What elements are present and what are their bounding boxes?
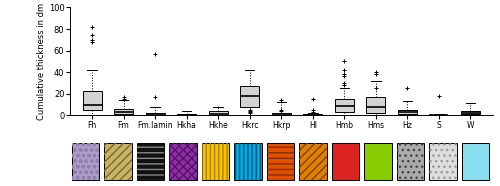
Bar — [72, 143, 99, 180]
Bar — [234, 143, 262, 180]
PathPatch shape — [177, 114, 196, 115]
Bar — [104, 143, 132, 180]
PathPatch shape — [398, 110, 417, 114]
PathPatch shape — [208, 111, 228, 115]
Bar — [72, 143, 99, 180]
PathPatch shape — [461, 111, 480, 114]
PathPatch shape — [335, 99, 354, 112]
PathPatch shape — [146, 113, 165, 115]
Bar — [299, 143, 327, 180]
Bar — [266, 143, 294, 180]
Bar — [136, 143, 164, 180]
Bar — [104, 143, 132, 180]
Bar — [462, 143, 489, 180]
Bar — [396, 143, 424, 180]
Y-axis label: Cumulative thickness in dm: Cumulative thickness in dm — [37, 3, 46, 120]
PathPatch shape — [304, 114, 322, 115]
Bar — [266, 143, 294, 180]
Bar — [429, 143, 457, 180]
Bar — [202, 143, 229, 180]
Bar — [364, 143, 392, 180]
PathPatch shape — [114, 109, 133, 114]
PathPatch shape — [272, 113, 290, 115]
Bar — [136, 143, 164, 180]
PathPatch shape — [240, 86, 259, 107]
Bar — [202, 143, 229, 180]
PathPatch shape — [82, 91, 102, 110]
Bar — [364, 143, 392, 180]
Bar — [169, 143, 197, 180]
Bar — [169, 143, 197, 180]
Bar — [299, 143, 327, 180]
Bar — [429, 143, 457, 180]
PathPatch shape — [366, 97, 386, 113]
Bar — [332, 143, 359, 180]
Bar — [234, 143, 262, 180]
Bar — [332, 143, 359, 180]
Bar — [396, 143, 424, 180]
Bar — [462, 143, 489, 180]
